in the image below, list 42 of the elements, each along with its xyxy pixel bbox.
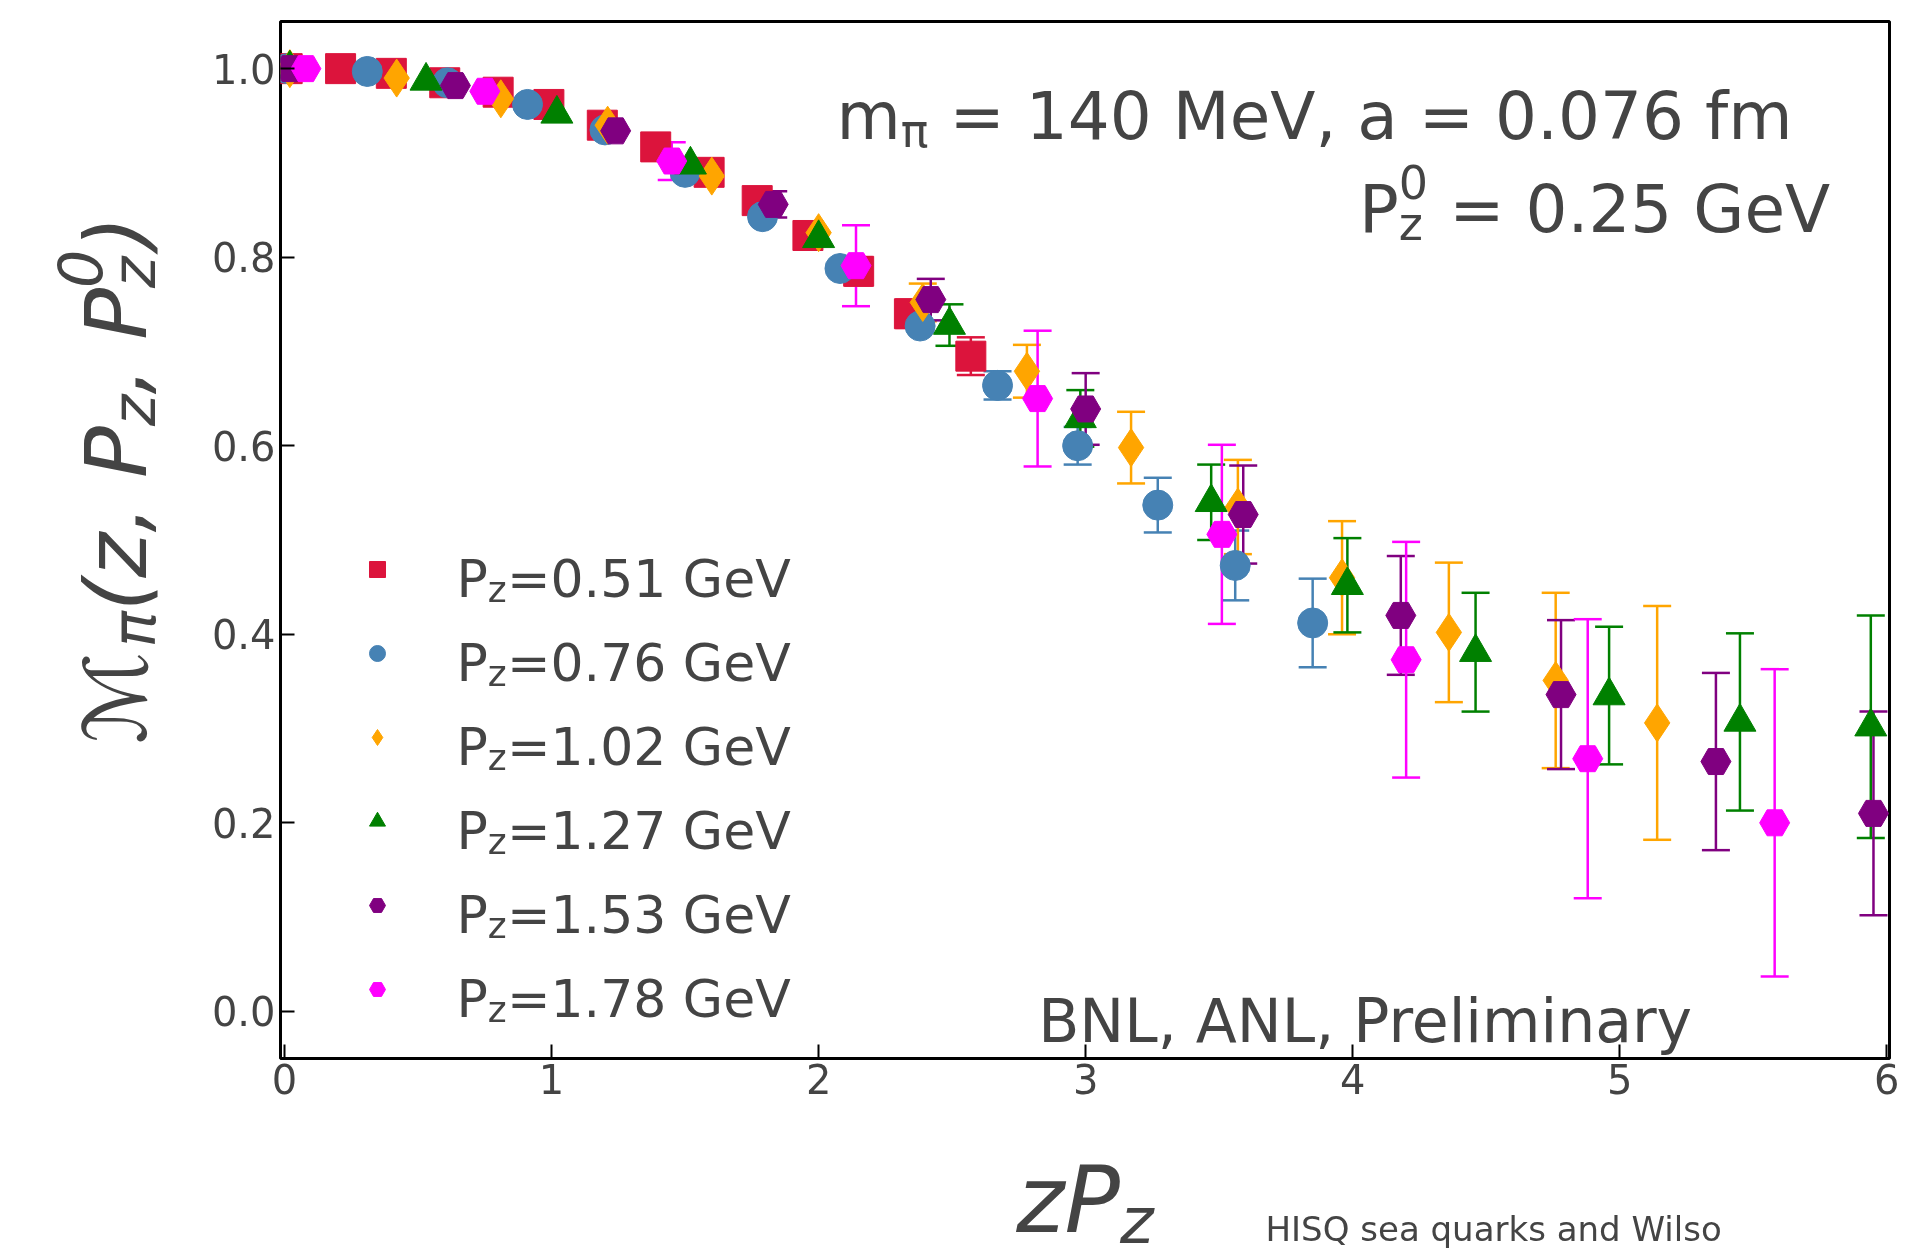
point — [656, 147, 688, 175]
x-tick-label: 0 — [271, 1056, 298, 1103]
y-tick-label: 0.2 — [211, 800, 276, 847]
annotation: BNL, ANL, Preliminary — [1038, 985, 1693, 1056]
y-axis-title: ℳπ(z, Pz, Pz0) — [45, 216, 170, 744]
x-tick-label: 3 — [1072, 1056, 1099, 1103]
point — [512, 88, 544, 120]
point — [1022, 385, 1054, 413]
y-tick-label: 1.0 — [211, 46, 276, 93]
point — [1142, 489, 1174, 521]
y-tick-label: 0.8 — [211, 235, 276, 282]
point — [1700, 748, 1732, 776]
point — [1070, 395, 1102, 423]
point — [1297, 607, 1329, 639]
x-tick-label: 2 — [805, 1056, 832, 1103]
point — [840, 252, 872, 280]
point — [469, 77, 501, 105]
x-tick-label: 6 — [1874, 1056, 1900, 1103]
y-tick-label: 0.0 — [211, 989, 276, 1036]
point — [1117, 428, 1145, 468]
y-tick-label: 0.6 — [211, 423, 276, 470]
point — [1385, 601, 1417, 629]
point — [1219, 549, 1251, 581]
point — [1227, 501, 1259, 529]
x-tick-label: 1 — [538, 1056, 565, 1103]
point — [351, 55, 383, 87]
point — [1390, 646, 1422, 674]
point — [915, 286, 947, 314]
point — [1545, 681, 1577, 709]
y-tick-label: 0.4 — [211, 612, 276, 659]
x-tick-label: 4 — [1340, 1056, 1366, 1103]
point — [1435, 612, 1463, 652]
point — [1206, 520, 1238, 548]
point — [1759, 809, 1791, 837]
x-tick-label: 5 — [1607, 1056, 1633, 1103]
point — [325, 53, 357, 85]
text: HISQ sea quarks and Wilso — [1265, 1208, 1722, 1249]
point — [600, 117, 632, 145]
point — [1572, 745, 1604, 773]
point — [439, 72, 471, 100]
point — [1857, 799, 1889, 827]
point — [1013, 351, 1041, 391]
